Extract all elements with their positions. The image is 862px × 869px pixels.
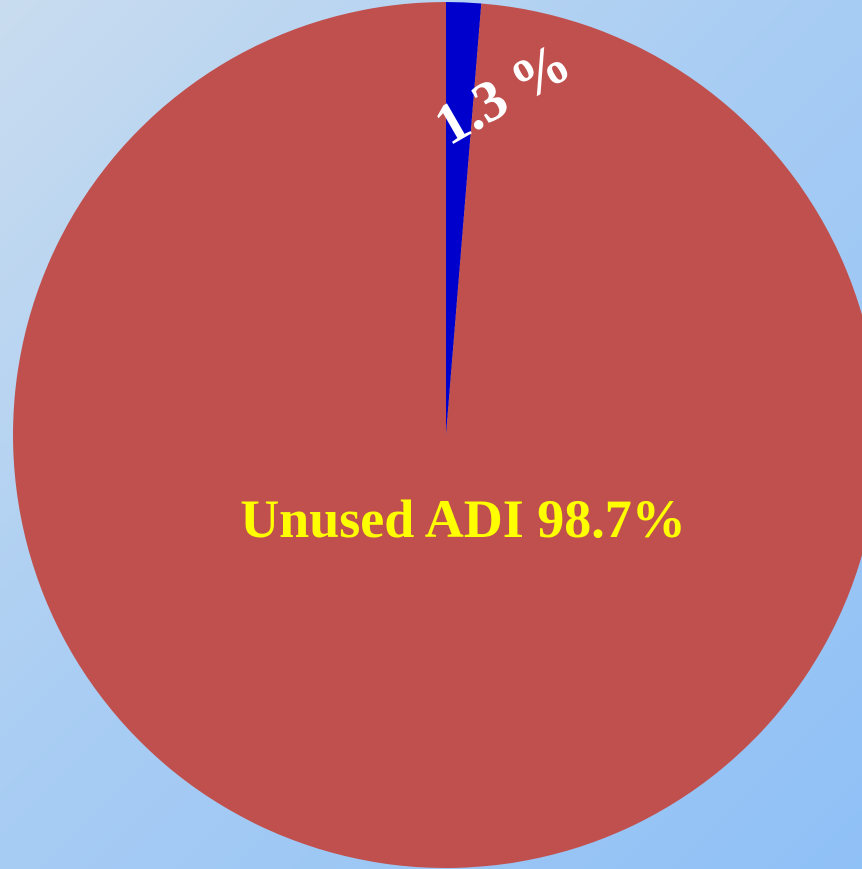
slice-label-unused-adi: Unused ADI 98.7% [240,489,686,549]
pie-slice-small [446,2,482,435]
pie-slice-unused-adi [13,2,862,868]
pie-slices [13,2,862,868]
